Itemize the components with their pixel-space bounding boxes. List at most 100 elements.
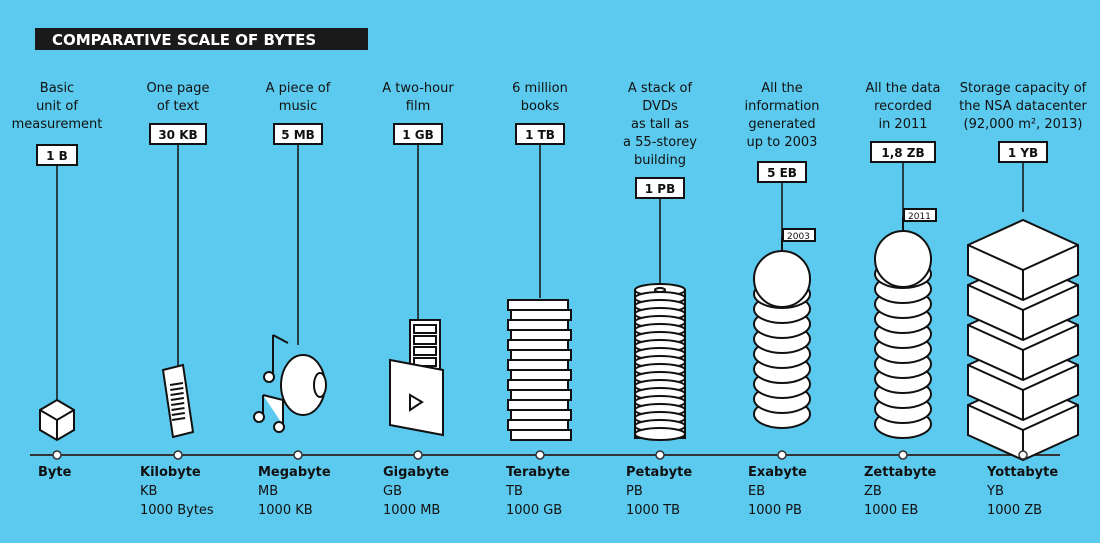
size-box <box>273 123 323 145</box>
title-bar <box>35 28 368 50</box>
icon-part <box>507 379 569 391</box>
timeline-dot <box>898 450 908 460</box>
icon-part <box>272 334 289 375</box>
icon-part <box>161 363 195 439</box>
icon-part <box>273 421 285 433</box>
icon-part <box>169 382 184 386</box>
size-label: 5 MB <box>281 128 315 142</box>
description: Basic <box>40 81 74 96</box>
icon <box>253 334 327 433</box>
timeline-dot <box>655 450 665 460</box>
unit-abbr: PB <box>626 484 643 499</box>
flag-label: 2011 <box>908 212 931 222</box>
unit-name: Petabyte <box>626 465 692 480</box>
timeline-dot <box>52 450 62 460</box>
unit-abbr: YB <box>986 484 1004 499</box>
size-label: 1 B <box>46 149 68 163</box>
size-box <box>36 144 78 166</box>
unit-name: Exabyte <box>748 465 807 480</box>
icon-part <box>874 230 932 288</box>
icon-part <box>171 402 185 406</box>
icon-part <box>409 393 424 412</box>
icon <box>634 283 686 441</box>
icon-part <box>654 287 666 293</box>
icon-part <box>313 372 327 398</box>
size-box <box>870 141 936 163</box>
size-label: 1 TB <box>525 128 555 142</box>
description: film <box>406 99 430 114</box>
icon-part <box>507 419 569 431</box>
description: One page <box>146 81 209 96</box>
size-label: 1 YB <box>1008 146 1038 160</box>
unit-equivalent: 1000 Bytes <box>140 503 214 518</box>
size-box <box>149 123 207 145</box>
description: DVDs <box>642 99 678 114</box>
icon-part <box>263 371 275 383</box>
icon-part <box>507 339 569 351</box>
icon-part <box>413 335 437 345</box>
description: A two-hour <box>382 81 454 96</box>
icon-part <box>253 411 265 423</box>
icon-part <box>413 346 437 356</box>
size-box <box>635 177 685 199</box>
icon-part <box>507 299 569 311</box>
icon-part <box>389 358 444 437</box>
icon-part <box>171 412 185 416</box>
flag-label: 2003 <box>787 232 810 242</box>
unit-name: Yottabyte <box>986 465 1058 480</box>
size-box <box>515 123 565 145</box>
timeline-dot <box>173 450 183 460</box>
unit-abbr: GB <box>383 484 402 499</box>
description: of text <box>157 99 199 114</box>
size-label: 1 PB <box>645 182 675 196</box>
unit-abbr: EB <box>748 484 765 499</box>
description: a 55-storey <box>623 135 697 150</box>
timeline-dot <box>777 450 787 460</box>
description: generated <box>748 117 815 132</box>
unit-name: Gigabyte <box>383 465 449 480</box>
unit-equivalent: 1000 PB <box>748 503 802 518</box>
icon-part <box>170 397 185 401</box>
icon-part <box>634 427 686 441</box>
unit-equivalent: 1000 GB <box>506 503 562 518</box>
description: A stack of <box>628 81 693 96</box>
size-label: 5 EB <box>767 166 797 180</box>
description: Storage capacity of <box>960 81 1087 96</box>
unit-name: Zettabyte <box>864 465 936 480</box>
size-label: 1,8 ZB <box>881 146 924 160</box>
description: up to 2003 <box>747 135 818 150</box>
icon <box>507 299 572 441</box>
icon-part <box>413 324 437 334</box>
timeline-dot <box>413 450 423 460</box>
icon-part <box>903 208 937 222</box>
unit-name: Megabyte <box>258 465 331 480</box>
icon-part <box>510 429 572 441</box>
size-label: 30 KB <box>158 128 197 142</box>
description: recorded <box>874 99 932 114</box>
description: (92,000 m², 2013) <box>964 117 1083 132</box>
description: as tall as <box>631 117 689 132</box>
description: in 2011 <box>878 117 927 132</box>
timeline-dot <box>1018 450 1028 460</box>
unit-equivalent: 1000 TB <box>626 503 680 518</box>
unit-equivalent: 1000 MB <box>383 503 440 518</box>
description: books <box>521 99 560 114</box>
description: the NSA datacenter <box>959 99 1087 114</box>
description: music <box>279 99 317 114</box>
unit-abbr: ZB <box>864 484 882 499</box>
timeline-dot <box>293 450 303 460</box>
icon <box>967 218 1079 462</box>
icon-part <box>510 389 572 401</box>
size-box <box>998 141 1048 163</box>
icon-part <box>510 409 572 421</box>
icon-part <box>170 392 184 396</box>
icon-part <box>507 319 569 331</box>
description: All the <box>761 81 803 96</box>
description: A piece of <box>266 81 331 96</box>
icon-part <box>510 309 572 321</box>
icon-part <box>262 394 284 425</box>
description: building <box>634 153 686 168</box>
icon-part <box>510 369 572 381</box>
timeline-dot <box>535 450 545 460</box>
